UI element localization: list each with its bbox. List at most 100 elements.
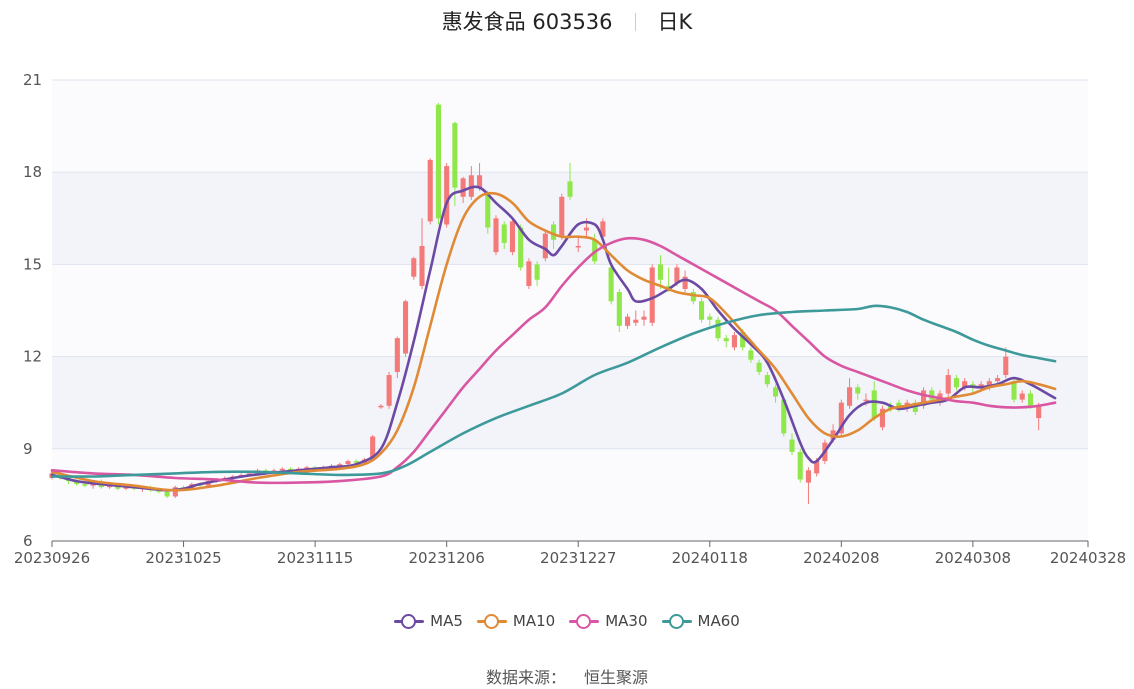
candle-body xyxy=(723,338,729,342)
chart-title: 惠发食品 603536 日K xyxy=(0,6,1134,36)
candle-body xyxy=(551,224,557,240)
x-tick-label: 20230926 xyxy=(14,549,90,567)
candle-body xyxy=(501,224,507,243)
candle-body xyxy=(690,292,696,302)
series-line-ma30 xyxy=(50,236,1057,485)
candle-body xyxy=(411,258,417,277)
candle-body xyxy=(123,487,129,489)
series-line-ma60 xyxy=(50,304,1057,478)
candle-body xyxy=(444,166,450,225)
candle-body xyxy=(74,481,80,485)
candle-body xyxy=(246,473,252,475)
legend-swatch xyxy=(394,614,425,629)
candle-body xyxy=(452,123,458,188)
candle-body xyxy=(304,467,310,469)
plot-band xyxy=(52,264,1088,357)
legend-item-ma10[interactable]: MA10 xyxy=(476,612,555,630)
candle-body xyxy=(583,227,589,231)
candle-body xyxy=(649,267,655,323)
candle-body xyxy=(542,233,548,259)
candle-body xyxy=(847,387,853,406)
candle-body xyxy=(879,408,885,428)
x-tick-label: 20240118 xyxy=(672,549,748,567)
candle-body xyxy=(855,387,861,394)
candle-body xyxy=(814,461,820,474)
candle-body xyxy=(773,387,779,397)
plot-band xyxy=(52,80,1088,173)
source-label: 数据来源： xyxy=(485,668,566,687)
candle-body xyxy=(953,378,959,388)
candle-body xyxy=(559,196,565,237)
candle-body xyxy=(995,378,1001,382)
candle-body xyxy=(394,338,400,372)
candle-body xyxy=(986,381,992,388)
series-line-ma10 xyxy=(50,191,1057,492)
candle-body xyxy=(945,375,951,394)
candle-body xyxy=(764,375,770,385)
candle-body xyxy=(460,178,466,197)
candle-body xyxy=(468,175,474,197)
x-tick-label: 20240208 xyxy=(803,549,879,567)
legend: MA5 MA10 MA30 MA60 xyxy=(0,612,1134,632)
x-tick-label: 20231227 xyxy=(540,549,616,567)
candle-body xyxy=(871,390,877,419)
source-value: 恒生聚源 xyxy=(584,668,649,687)
legend-swatch xyxy=(569,614,600,629)
legend-item-ma60[interactable]: MA60 xyxy=(661,612,740,630)
candle-body xyxy=(748,350,754,360)
legend-item-ma30[interactable]: MA30 xyxy=(569,612,648,630)
candle-body xyxy=(518,227,524,268)
x-tick-label: 20240308 xyxy=(935,549,1011,567)
candle-body xyxy=(912,402,918,412)
candle-body xyxy=(567,181,573,197)
legend-swatch xyxy=(661,614,692,629)
legend-item-ma5[interactable]: MA5 xyxy=(394,612,463,630)
candle-body xyxy=(526,261,532,286)
candle-body xyxy=(715,319,721,339)
candle-body xyxy=(1011,381,1017,400)
candle-body xyxy=(962,381,968,388)
stock-name: 惠发食品 603536 xyxy=(441,10,613,34)
candle-body xyxy=(337,464,343,466)
candle-body xyxy=(353,461,359,463)
candle-body xyxy=(115,485,121,489)
candle-body xyxy=(575,245,581,248)
candle-body xyxy=(805,470,811,483)
legend-label: MA5 xyxy=(430,612,463,630)
candle-body xyxy=(1036,405,1042,419)
y-tick-label: 9 xyxy=(23,440,33,458)
legend-label: MA30 xyxy=(605,612,648,630)
candle-body xyxy=(156,490,162,492)
y-tick-label: 12 xyxy=(23,348,42,366)
x-tick-label: 20231025 xyxy=(145,549,221,567)
candle-body xyxy=(279,468,285,471)
candle-body xyxy=(616,292,622,326)
candle-body xyxy=(674,267,680,283)
plot-band xyxy=(52,448,1088,541)
candle-body xyxy=(699,301,705,320)
candle-body xyxy=(797,451,803,480)
series-line-ma5 xyxy=(50,185,1057,492)
candle-body xyxy=(1027,393,1033,406)
candle-body xyxy=(756,362,762,372)
candle-body xyxy=(386,375,392,406)
candle-body xyxy=(1003,356,1009,376)
candle-body xyxy=(82,484,88,486)
candle-body xyxy=(789,439,795,452)
candle-body xyxy=(403,301,409,354)
candle-body xyxy=(978,384,984,388)
candle-body xyxy=(740,332,746,348)
candle-body xyxy=(731,335,737,348)
candle-body xyxy=(666,285,672,289)
candle-body xyxy=(534,264,540,280)
candle-body xyxy=(921,390,927,406)
candle-body xyxy=(1019,393,1025,400)
candle-body xyxy=(929,390,935,400)
x-tick-label: 20231115 xyxy=(277,549,353,567)
candle-body xyxy=(493,218,499,253)
y-tick-label: 18 xyxy=(23,163,42,181)
candle-body xyxy=(600,221,606,237)
candle-body xyxy=(435,104,441,219)
y-tick-label: 21 xyxy=(23,71,42,89)
